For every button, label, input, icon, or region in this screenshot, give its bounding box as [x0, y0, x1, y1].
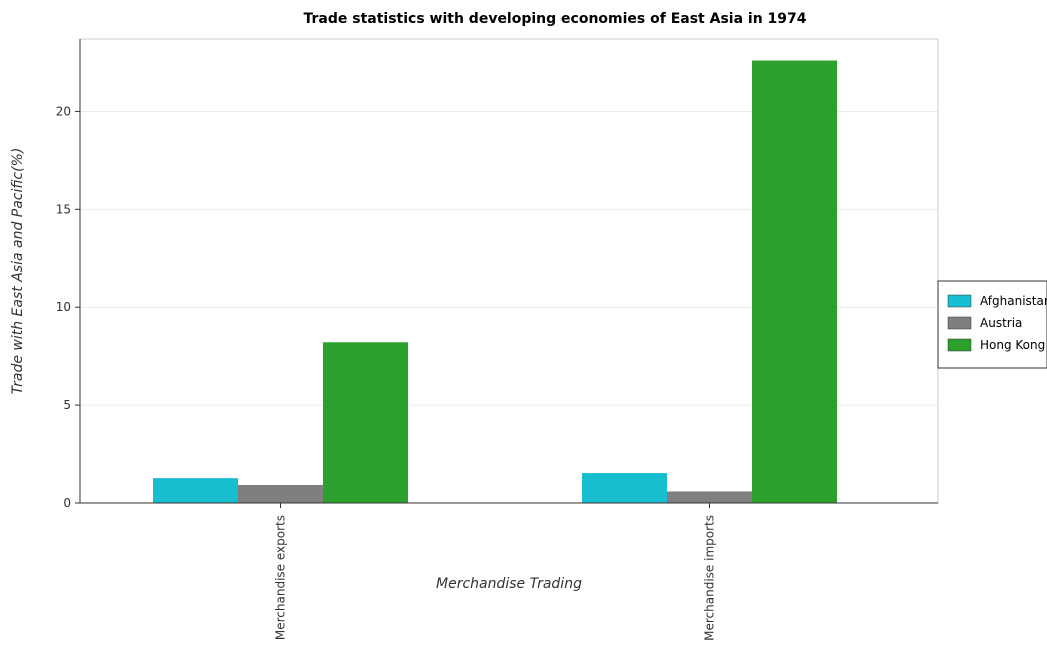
x-axis: Merchandise exports Merchandise imports — [274, 503, 717, 641]
y-tick-label: 20 — [56, 104, 71, 118]
bar-hong-kong-exports — [323, 342, 408, 503]
bar-afghanistan-exports — [153, 478, 238, 503]
y-axis: 0 5 10 15 20 — [56, 39, 938, 510]
legend-label: Austria — [980, 316, 1022, 330]
x-tick-label: Merchandise exports — [274, 515, 288, 640]
bar-austria-imports — [667, 491, 752, 503]
legend-swatch — [947, 294, 972, 308]
chart-title: Trade statistics with developing economi… — [303, 11, 806, 27]
legend-swatch — [947, 338, 972, 352]
bar-afghanistan-imports — [582, 473, 667, 503]
y-tick-label: 10 — [56, 300, 71, 314]
x-tick-label: Merchandise imports — [703, 515, 717, 641]
y-tick-label: 15 — [56, 202, 71, 216]
y-axis-label: Trade with East Asia and Pacific(%) — [10, 148, 26, 395]
legend-label: Afghanistan — [980, 294, 1047, 308]
y-tick-label: 5 — [63, 398, 71, 412]
bar-hong-kong-imports — [752, 60, 837, 504]
bar-austria-exports — [238, 484, 323, 503]
bars — [153, 60, 837, 504]
legend-label: Hong Kong — [980, 338, 1045, 352]
x-axis-label: Merchandise Trading — [436, 576, 582, 592]
legend: Afghanistan Austria Hong Kong — [937, 280, 1047, 369]
y-tick-label: 0 — [63, 496, 71, 510]
legend-swatch — [947, 316, 972, 330]
